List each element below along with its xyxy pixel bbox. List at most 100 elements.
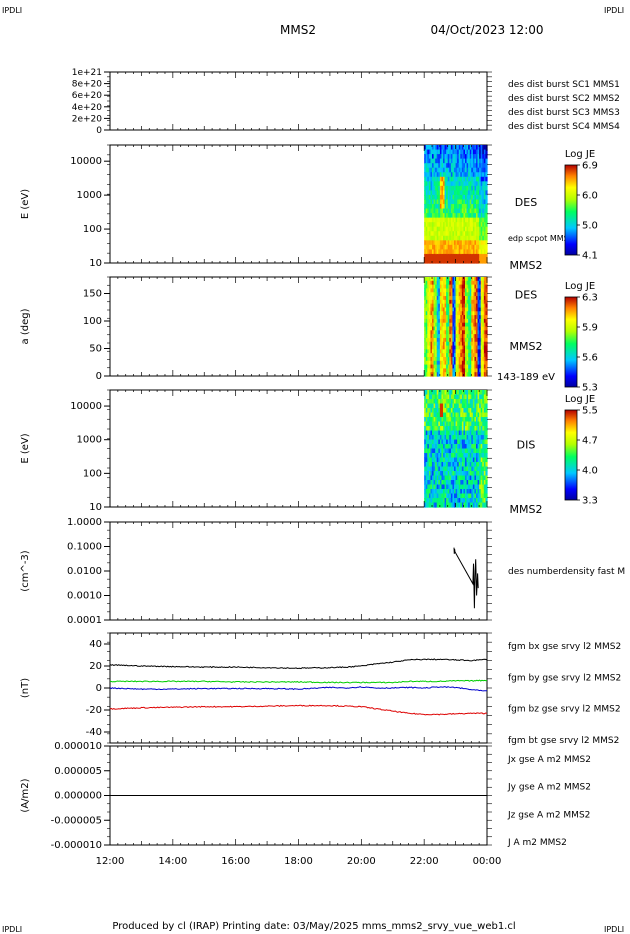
- y-axis-label: E (eV): [20, 189, 31, 219]
- y-tick-label: 0.000000: [54, 791, 102, 802]
- figure-title: MMS2: [280, 23, 316, 37]
- time-tick-label: 22:00: [410, 856, 439, 867]
- panel-5: 1.0000 0.1000 0.0100 0.0010 0.0001 (cm^-3) des…: [20, 517, 625, 626]
- y-tick-label: -40: [86, 727, 102, 738]
- colorbar-tick-label: 5.5: [582, 406, 598, 417]
- panel-4: 10000 1000 100 10 E (eV) DIS MMS2 Log JE5.5 4.7 4…: [20, 389, 598, 516]
- energy-range-label: 143-189 eV: [497, 372, 555, 383]
- y-tick-label: 40: [89, 639, 102, 650]
- legend-entry: fgm bt gse srvy l2 MMS2: [508, 736, 619, 746]
- y-tick-label: 150: [83, 289, 102, 300]
- y-tick-label: 100: [83, 224, 102, 235]
- y-tick-label: 100: [83, 468, 102, 479]
- panel-frame: [109, 71, 488, 131]
- series-line: [109, 686, 487, 692]
- panel-frame: [109, 521, 488, 621]
- y-tick-label: -20: [86, 705, 102, 716]
- y-tick-label: 10000: [70, 401, 102, 412]
- y-tick-label: 0.1000: [67, 542, 102, 553]
- y-tick-label: 0: [96, 126, 102, 136]
- instrument-label: DIS: [517, 439, 536, 452]
- legend-entry: fgm bx gse srvy l2 MMS2: [508, 642, 621, 652]
- time-tick-label: 16:00: [221, 856, 250, 867]
- colorbar-tick-label: 6.3: [582, 293, 598, 304]
- corner-label-bottom-left: IPDLI: [2, 925, 22, 934]
- heatmap-cells: [424, 145, 488, 264]
- y-tick-label: 0: [96, 683, 102, 694]
- y-tick-label: 4e+20: [72, 103, 103, 113]
- instrument-label: DES: [515, 196, 537, 209]
- y-tick-label: 1000: [77, 190, 102, 201]
- panel-7: 0.000010 0.000005 0.000000 -0.000005 -0.0000…: [20, 741, 591, 851]
- y-tick-label: 1e+21: [72, 68, 102, 78]
- y-tick-label: 6e+20: [72, 91, 103, 101]
- colorbar-tick-label: 4.0: [582, 466, 598, 477]
- colorbar-title: Log JE: [565, 394, 595, 405]
- legend-entry: des dist burst SC1 MMS1: [508, 80, 620, 90]
- time-tick-label: 12:00: [96, 856, 125, 867]
- legend-entry: des dist burst SC3 MMS3: [508, 108, 620, 118]
- colorbar: [564, 296, 578, 388]
- time-axis: 12:00 14:00 16:00 18:00 20:00 22:00 00:00: [96, 856, 502, 867]
- y-tick-label: 10: [89, 502, 102, 513]
- series-line: [109, 658, 488, 670]
- y-tick-label: -0.000010: [51, 840, 102, 851]
- y-axis-label: (nT): [20, 678, 31, 698]
- colorbar-tick-label: 5.9: [582, 323, 598, 334]
- spacecraft-label: MMS2: [510, 259, 543, 272]
- legend-entry: Jx gse A m2 MMS2: [507, 755, 591, 765]
- time-tick-label: 20:00: [347, 856, 376, 867]
- legend-entry: fgm bz gse srvy l2 MMS2: [508, 705, 621, 715]
- legend-entry: des numberdensity fast M: [508, 567, 625, 577]
- y-axis-label: (cm^-3): [20, 550, 31, 591]
- colorbar-tick-label: 6.9: [582, 161, 598, 172]
- y-tick-label: 100: [83, 316, 102, 327]
- figure-date: 04/Oct/2023 12:00: [430, 23, 543, 37]
- y-tick-label: 8e+20: [72, 80, 103, 90]
- colorbar-tick-label: 3.3: [582, 496, 598, 507]
- y-tick-label: 20: [89, 661, 102, 672]
- series-line: [453, 547, 479, 609]
- instrument-label: DES: [515, 289, 537, 302]
- y-tick-label: 0.000010: [54, 741, 102, 752]
- colorbar: [564, 164, 578, 256]
- y-axis-label: a (deg): [20, 308, 31, 344]
- panel-2: 10000 1000 100 10 E (eV) DES MMS2 edp scpot MMS…: [20, 144, 598, 272]
- legend-entry: fgm by gse srvy l2 MMS2: [508, 673, 621, 683]
- time-tick-label: 18:00: [284, 856, 313, 867]
- series-line: [109, 704, 488, 716]
- spacecraft-label: MMS2: [510, 340, 543, 353]
- legend-entry: des dist burst SC4 MMS4: [508, 122, 620, 132]
- time-tick-label: 00:00: [473, 856, 502, 867]
- panel-3: 150 100 50 0 a (deg) DES MMS2 143-189 eV Log JE6…: [20, 276, 598, 394]
- y-tick-label: 0.0010: [67, 591, 102, 602]
- y-tick-label: 0.000005: [54, 766, 102, 777]
- time-tick-label: 14:00: [158, 856, 187, 867]
- y-tick-label: 0: [96, 371, 102, 382]
- colorbar-tick-label: 5.0: [582, 221, 598, 232]
- y-tick-label: -0.000005: [51, 815, 102, 826]
- colorbar-title: Log JE: [565, 149, 595, 160]
- colorbar-title: Log JE: [565, 281, 595, 292]
- overlay-label: edp scpot MMS2: [508, 234, 574, 243]
- y-tick-label: 0.0100: [67, 566, 102, 577]
- y-tick-label: 0.0001: [67, 615, 102, 626]
- footer-credits: Produced by cl (IRAP) Printing date: 03/…: [112, 921, 515, 932]
- y-tick-label: 2e+20: [72, 114, 103, 124]
- corner-label-top-right: IPDLI: [604, 6, 624, 15]
- legend-entry: Jy gse A m2 MMS2: [507, 783, 591, 793]
- y-tick-label: 10000: [70, 156, 102, 167]
- legend-entry: des dist burst SC2 MMS2: [508, 94, 620, 104]
- colorbar-tick-label: 4.7: [582, 436, 598, 447]
- corner-label-top-left: IPDLI: [2, 6, 22, 15]
- spacecraft-label: MMS2: [510, 503, 543, 516]
- colorbar-tick-label: 5.3: [582, 383, 598, 394]
- y-tick-label: 50: [89, 344, 102, 355]
- colorbar-tick-label: 4.1: [582, 251, 598, 262]
- y-tick-label: 10: [89, 258, 102, 269]
- y-tick-label: 1000: [77, 435, 102, 446]
- panel-6: 40 20 0 -20 -40 (nT) fgm bx gse srvy l2 MMS2 fg…: [20, 632, 621, 746]
